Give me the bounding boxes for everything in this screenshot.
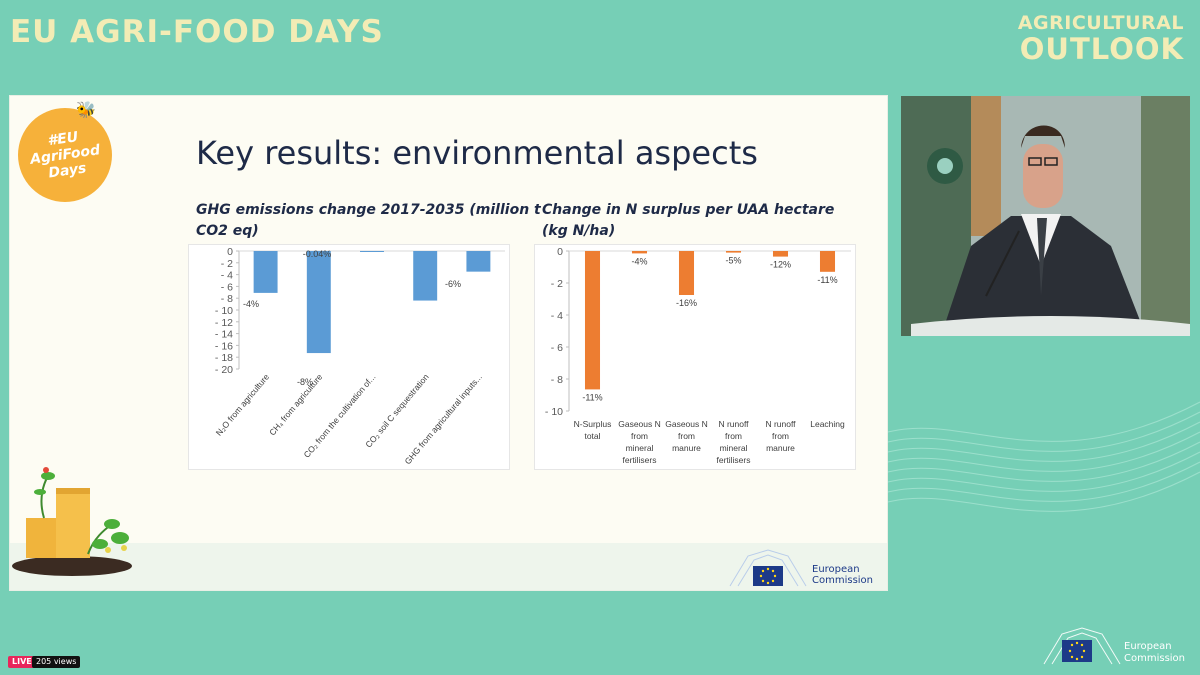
data-label: -5% xyxy=(725,256,741,266)
y-tick-label: - 20 xyxy=(215,364,233,376)
bee-icon: 🐝 xyxy=(76,100,96,119)
category-label-line: fertilisers xyxy=(622,455,656,465)
category-label-line: Gaseous N xyxy=(618,419,661,429)
y-tick-label: - 8 xyxy=(221,293,233,305)
y-tick-label: - 10 xyxy=(545,406,563,418)
bar xyxy=(772,251,789,257)
chart1-title-line1: GHG emissions change 2017-2035 (million … xyxy=(196,202,541,218)
chart1-title-line2: CO2 eq) xyxy=(196,223,259,239)
y-tick-label: - 4 xyxy=(551,310,563,322)
data-label: -8% xyxy=(297,377,313,387)
outlook-line2: OUTLOOK xyxy=(1019,32,1184,66)
y-tick-label: - 14 xyxy=(215,329,233,341)
data-label: -11% xyxy=(817,275,837,285)
chart2-title-line1: Change in N surplus per UAA hectare xyxy=(542,202,835,218)
chart2-title: Change in N surplus per UAA hectare (kg … xyxy=(542,200,834,242)
chart2-title-line2: (kg N/ha) xyxy=(542,223,616,239)
category-label: N runoff from mineral fertilisers xyxy=(716,419,750,465)
chart1-title: GHG emissions change 2017-2035 (million … xyxy=(196,200,541,242)
ghg-chart: 0- 2- 4- 6- 8- 10- 12- 14- 16- 18- 20 -4%… xyxy=(188,244,510,470)
data-label: -4% xyxy=(243,299,259,309)
corner-ec-text: European Commission xyxy=(1124,641,1185,665)
category-label-line: Leaching xyxy=(810,419,845,429)
category-label: Gaseous N from mineral fertilisers xyxy=(618,419,661,465)
data-label: -11% xyxy=(582,392,602,402)
ec-building-icon-corner xyxy=(1043,627,1121,665)
event-title: EU AGRI-FOOD DAYS xyxy=(10,14,384,50)
slide-ec-line2: Commission xyxy=(812,575,874,586)
corner-ec-logo: European Commission xyxy=(1042,626,1192,666)
category-label-line: from xyxy=(772,431,789,441)
ghg-chart-svg: 0- 2- 4- 6- 8- 10- 12- 14- 16- 18- 20 -4%… xyxy=(214,246,505,466)
category-label-line: manure xyxy=(766,443,795,453)
speaker-video xyxy=(901,96,1190,336)
y-tick-label: - 12 xyxy=(215,317,233,329)
y-tick-label: - 6 xyxy=(221,281,233,293)
bar xyxy=(253,251,278,293)
y-tick-label: - 2 xyxy=(221,258,233,270)
bar xyxy=(360,251,384,252)
y-tick-label: 0 xyxy=(227,246,233,258)
speaker-video-frame xyxy=(901,96,1190,336)
bar xyxy=(725,251,742,253)
category-label-line: from xyxy=(631,431,648,441)
bar xyxy=(306,251,331,354)
category-label-line: from xyxy=(678,431,695,441)
slide-ec-line1: European xyxy=(812,564,860,575)
category-label-line: Gaseous N xyxy=(665,419,708,429)
category-label: N₂O from agriculture xyxy=(214,372,272,438)
outlook-line1: AGRICULTURAL xyxy=(1017,12,1184,34)
bar xyxy=(413,251,438,301)
category-label-line: total xyxy=(584,431,600,441)
y-tick-label: - 6 xyxy=(551,342,563,354)
y-tick-label: - 18 xyxy=(215,352,233,364)
corner-ec-line1: European xyxy=(1124,641,1172,652)
category-label: CH₄ from agriculture xyxy=(267,372,324,438)
category-label-line: fertilisers xyxy=(716,455,750,465)
category-label: N-Surplus total xyxy=(574,419,612,441)
view-count: 205 views xyxy=(32,656,81,668)
data-label: -12% xyxy=(770,260,791,270)
slide-ec-text: European Commission xyxy=(812,564,873,586)
y-tick-label: - 16 xyxy=(215,340,233,352)
wave-lines-decoration xyxy=(888,401,1200,512)
y-tick-label: - 8 xyxy=(551,374,563,386)
category-label-line: N runoff xyxy=(765,419,796,429)
live-badge: LIVE xyxy=(8,656,36,668)
bar xyxy=(819,251,836,272)
category-label-line: N runoff xyxy=(718,419,749,429)
category-label-line: N-Surplus xyxy=(574,419,612,429)
category-label: Leaching xyxy=(810,419,845,429)
data-label: -6% xyxy=(445,279,461,289)
corner-ec-line2: Commission xyxy=(1124,653,1186,664)
category-label-line: manure xyxy=(672,443,701,453)
category-label: N runoff from manure xyxy=(765,419,796,453)
slide-title: Key results: environmental aspects xyxy=(196,134,758,172)
data-label: -0.04% xyxy=(303,249,332,259)
category-label-line: mineral xyxy=(720,443,748,453)
n-surplus-chart-svg: 0 - 2 - 4 - 6 - 8 - 10 -11% N-Surplus total -4% Ga… xyxy=(545,246,851,465)
y-tick-label: - 4 xyxy=(221,270,233,282)
category-label-line: mineral xyxy=(626,443,654,453)
data-label: -4% xyxy=(631,256,647,266)
ec-building-icon xyxy=(729,549,807,587)
presentation-slide: #EU AgriFood Days 🐝 Key results: environ… xyxy=(10,96,887,590)
bar xyxy=(678,251,695,295)
plant-boxes-illustration xyxy=(12,467,132,576)
bar xyxy=(584,251,601,390)
agricultural-outlook-logo: AGRICULTURAL OUTLOOK xyxy=(1018,14,1184,64)
y-tick-label: - 10 xyxy=(215,305,233,317)
bar xyxy=(466,251,491,272)
agrifood-days-badge: #EU AgriFood Days xyxy=(18,108,112,202)
slide-ec-logo: European Commission xyxy=(728,546,878,588)
bar xyxy=(631,251,648,254)
data-label: -16% xyxy=(676,298,697,308)
category-label: Gaseous N from manure xyxy=(665,419,708,453)
y-tick-label: 0 xyxy=(557,246,563,258)
y-tick-label: - 2 xyxy=(551,278,563,290)
n-surplus-chart: 0 - 2 - 4 - 6 - 8 - 10 -11% N-Surplus total -4% Ga… xyxy=(534,244,856,470)
category-label-line: from xyxy=(725,431,742,441)
